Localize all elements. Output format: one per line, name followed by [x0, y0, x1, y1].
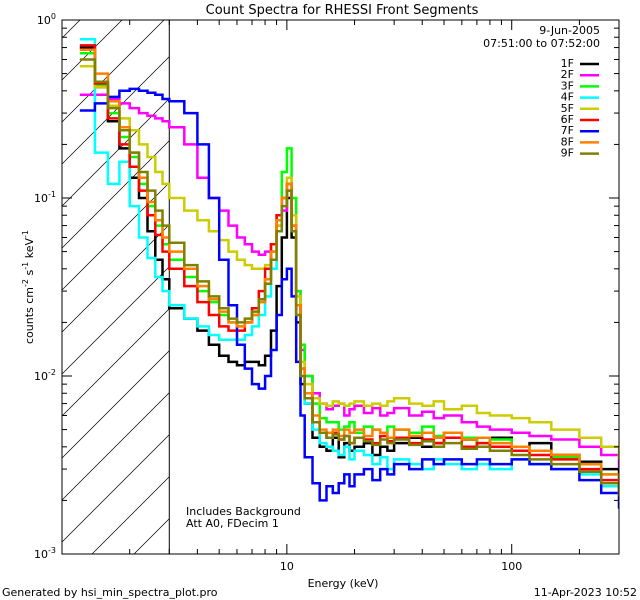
x-tick-label: 100: [501, 560, 522, 573]
legend-label-3F: 3F: [561, 79, 574, 92]
ylabel-exp-1: -2: [21, 279, 30, 287]
hatch-line: [0, 0, 22, 554]
y-tick-label: 100: [37, 12, 56, 27]
footer-generator: Generated by hsi_min_spectra_plot.pro: [2, 586, 218, 599]
hatch-line: [62, 20, 207, 165]
date-label: 9-Jun-2005: [539, 24, 600, 37]
y-tick-label: 10-3: [34, 546, 56, 561]
series-line-8F: [79, 48, 619, 487]
chart-title: Count Spectra for RHESSI Front Segments: [206, 3, 479, 18]
legend-label-2F: 2F: [561, 68, 574, 81]
series-line-7F: [79, 87, 619, 509]
time-range-label: 07:51:00 to 07:52:00: [483, 37, 600, 50]
legend-label-9F: 9F: [561, 147, 574, 160]
legend-label-5F: 5F: [561, 102, 574, 115]
series-line-9F: [79, 58, 619, 497]
axes: 10 100 100 10-1 10-2 10-3: [34, 12, 620, 573]
plot-frame: [61, 19, 620, 555]
series-line-4F: [79, 37, 619, 501]
hatch-line: [62, 20, 81, 39]
legend-label-6F: 6F: [561, 113, 574, 126]
y-axis-label: counts cm-2 s-1 keV-1: [21, 230, 36, 344]
legend-label-7F: 7F: [561, 124, 574, 137]
legend-label-8F: 8F: [561, 135, 574, 148]
series-lines: [79, 37, 619, 509]
note-attenuator: Att A0, FDecim 1: [186, 517, 279, 530]
legend-label-1F: 1F: [561, 57, 574, 70]
ylabel-part-1: counts cm: [23, 287, 36, 344]
ylabel-part-2: s: [23, 269, 36, 278]
ylabel-exp-3: -1: [21, 230, 30, 238]
x-tick-label: 10: [280, 560, 294, 573]
y-tick-label: 10-1: [34, 190, 56, 205]
y-tick-label: 10-2: [34, 368, 56, 383]
footer-timestamp: 11-Apr-2023 10:52: [534, 586, 637, 599]
note-background: Includes Background: [186, 505, 301, 518]
x-axis-label: Energy (keV): [308, 577, 379, 590]
legend-label-4F: 4F: [561, 91, 574, 104]
ylabel-exp-2: -1: [21, 262, 30, 270]
ylabel-part-3: keV: [23, 238, 36, 262]
